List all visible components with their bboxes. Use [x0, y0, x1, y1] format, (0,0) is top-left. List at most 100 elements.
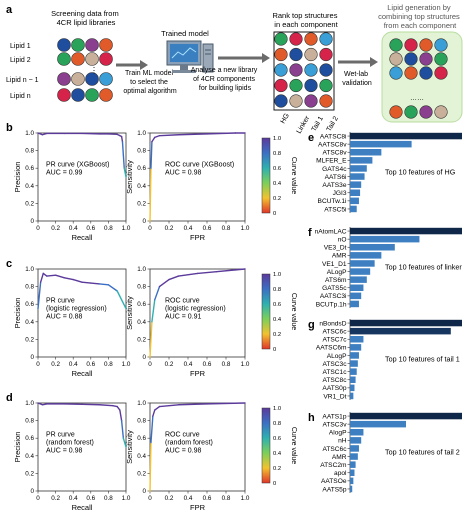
x-tick-label: 1.0 — [241, 361, 250, 368]
y-tick-label: 1.0 — [137, 266, 146, 273]
generation-title: Lipid generation by combining top struct… — [378, 3, 462, 30]
x-tick-label: 0.4 — [69, 225, 78, 232]
feature-label: AATS0p — [322, 385, 346, 392]
roc-curve-segment — [196, 270, 218, 275]
roc-curve-segment — [151, 136, 156, 143]
pr-curve-segment — [37, 402, 44, 406]
panel-d: d000.20.20.40.40.60.60.80.81.01.0RecallP… — [6, 392, 297, 512]
generated-lipid-circle — [419, 66, 433, 80]
feature-bar — [350, 165, 367, 172]
pr-curve-segment — [41, 132, 48, 136]
colorbar-tick-label: 0.4 — [273, 451, 282, 457]
feature-panel-caption: Top 10 features of tail 2 — [385, 448, 460, 457]
pr-curve-segment — [98, 283, 110, 286]
y-tick-label: 0.2 — [137, 470, 146, 477]
pr-curve-segment — [46, 274, 57, 277]
panel-letter-f: f — [308, 227, 312, 239]
x-tick-label: 0.8 — [104, 361, 113, 368]
pr-curve-segment — [107, 284, 118, 292]
x-tick-label: 0.8 — [222, 495, 231, 502]
feature-bar — [350, 437, 362, 444]
y-tick-label: 0.4 — [137, 319, 146, 326]
pr-curve-segment — [90, 282, 101, 285]
lipid-component-circle — [85, 38, 99, 52]
lipid-component-circle — [85, 72, 99, 86]
generated-lipid-circle — [419, 52, 433, 66]
lipid-component-circle — [57, 72, 71, 86]
roc-curve-segment — [234, 268, 246, 271]
y-tick-label: 0 — [30, 354, 34, 361]
feature-panel-caption: Top 10 features of HG — [385, 168, 456, 177]
x-tick-label: 0.6 — [86, 225, 95, 232]
panel-letter-b: b — [6, 122, 13, 134]
feature-label: ATSC3c — [322, 361, 347, 368]
generation-ellipsis: …… — [410, 95, 424, 102]
roc-curve-segment — [149, 441, 152, 492]
component-label-tail1: Tail 1 — [311, 115, 325, 133]
feature-bar — [350, 268, 371, 275]
x-tick-label: 0.6 — [203, 495, 212, 502]
feature-label: AATSC6m — [316, 345, 347, 352]
feature-bar — [350, 327, 451, 335]
feature-label: AATSC3i — [320, 293, 347, 300]
pr-curve-segment — [120, 135, 124, 143]
y-tick-label: 0.6 — [137, 435, 146, 442]
y-tick-label: 1.0 — [25, 400, 34, 407]
pr-plot: 00 0.2 0.2 0.4 0.4 0.6 0.6 0.8 0.8 1.0 1.0 Recall Pr… — [13, 130, 131, 242]
roc-curve-segment — [150, 141, 153, 169]
ranked-component-circle — [289, 78, 303, 93]
panel-letter-c: c — [6, 258, 12, 270]
feature-bar — [350, 392, 354, 400]
pr-auc: AUC = 0.99 — [46, 169, 82, 176]
panel-b: b000.20.20.40.40.60.60.80.81.01.0RecallP… — [6, 122, 297, 242]
feature-label: AATS5p — [322, 486, 346, 493]
colorbar-tick-label: 0 — [273, 347, 276, 353]
feature-label: apol — [334, 470, 347, 477]
roc-curve-segment — [151, 299, 156, 323]
feature-panel-caption: Top 10 features of tail 1 — [385, 355, 460, 364]
feature-label: GATS4c — [322, 166, 347, 173]
ranked-component-circle — [274, 94, 288, 108]
feature-bar — [350, 132, 462, 140]
x-tick-label: 0.8 — [104, 495, 113, 502]
x-tick-label: 0 — [36, 225, 40, 232]
feature-bar — [350, 352, 359, 359]
roc-title: ROC curve (XGBoost) — [165, 161, 234, 168]
feature-label: BCUTp.1h — [316, 301, 347, 308]
x-tick-label: 0 — [148, 361, 152, 368]
feature-label: ATS6m — [325, 277, 347, 284]
pr-curve-segment — [81, 281, 92, 284]
feature-label: AATSOe — [321, 478, 347, 485]
pr-auc: AUC = 0.98 — [46, 447, 82, 454]
y-axis-label: Precision — [13, 432, 22, 463]
x-tick-label: 0.2 — [165, 495, 174, 502]
colorbar-tick-label: 1.0 — [273, 136, 281, 142]
feature-label: ATSC7c — [322, 337, 347, 344]
pr-plot: 00 0.2 0.2 0.4 0.4 0.6 0.6 0.8 0.8 1.0 1.0 Recall Pr… — [13, 400, 131, 512]
panel-a: a Screening data from 4CR lipid librarie… — [6, 3, 463, 135]
y-axis-label: Precision — [13, 298, 22, 329]
y-tick-label: 0.8 — [137, 418, 146, 425]
pr-curve-segment — [120, 419, 125, 439]
colorbar-tick-label: 0 — [273, 481, 276, 487]
feature-bar — [350, 453, 358, 460]
feature-label: JGI3 — [333, 190, 347, 197]
y-axis-label: Precision — [13, 162, 22, 193]
lipid-component-circle — [71, 72, 85, 86]
ranked-component-circle — [304, 63, 318, 77]
roc-plot: 00 0.2 0.2 0.4 0.4 0.6 0.6 0.8 0.8 1.0 1.0 FPR Sensi… — [125, 130, 250, 242]
colorbar-tick-label: 0.4 — [273, 317, 282, 323]
lipid-label-n-minus-1: Lipid n − 1 — [6, 77, 39, 84]
feature-label: BCUTw.1i — [318, 198, 347, 205]
feature-label: GATS5c — [322, 285, 347, 292]
colorbar-tick-label: 0.4 — [273, 181, 282, 187]
y-tick-label: 0.4 — [25, 183, 34, 190]
y-tick-label: 0.4 — [25, 319, 34, 326]
feature-label: nH — [338, 438, 347, 445]
pr-plot-frame — [37, 268, 127, 358]
generated-lipid-circle — [434, 52, 448, 66]
ranked-component-circle — [274, 47, 288, 62]
roc-auc: AUC = 0.91 — [165, 313, 201, 320]
y-tick-label: 1.0 — [25, 130, 34, 137]
lipid-component-circle — [85, 88, 99, 102]
